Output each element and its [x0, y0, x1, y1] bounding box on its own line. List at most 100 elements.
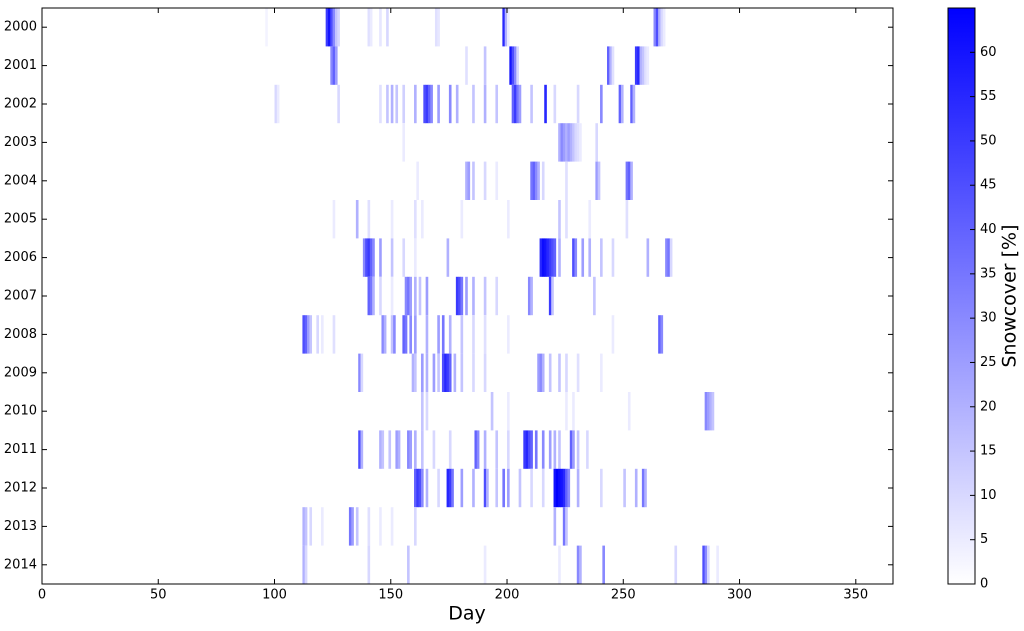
heat-cell — [569, 430, 573, 469]
heat-cell — [425, 276, 429, 316]
heat-cell — [544, 84, 547, 124]
heat-cell — [460, 353, 464, 392]
y-tick-label: 2010 — [4, 404, 37, 419]
heat-cell — [369, 238, 373, 277]
heat-cell — [472, 276, 475, 316]
heat-cell — [425, 392, 429, 431]
heat-cell — [539, 238, 543, 277]
heat-cell — [709, 392, 712, 431]
heat-cell — [437, 353, 440, 392]
heat-cell — [381, 315, 385, 354]
heatmap-cells — [265, 8, 719, 584]
heat-cell — [414, 84, 417, 124]
heat-cell — [348, 507, 352, 546]
x-axis-title: Day — [448, 603, 486, 625]
heat-cell — [360, 430, 364, 469]
heat-cell — [507, 430, 510, 469]
heat-cell — [555, 468, 559, 508]
heat-cell — [565, 392, 568, 431]
heat-cell — [572, 238, 575, 277]
heat-cell — [386, 8, 389, 47]
heat-cell — [534, 161, 538, 200]
heat-cell — [483, 353, 487, 392]
heat-cell — [507, 8, 510, 47]
heat-cell — [386, 84, 389, 124]
heat-cell — [637, 46, 640, 85]
heat-cell — [407, 430, 410, 469]
heat-cell — [414, 468, 417, 508]
heat-cell — [618, 84, 622, 124]
heat-cell — [516, 46, 519, 85]
heat-cell — [565, 353, 568, 392]
heat-cell — [625, 161, 629, 200]
heat-cell — [504, 8, 508, 47]
heat-cell — [420, 200, 424, 239]
heat-cell — [516, 84, 519, 124]
heat-cell — [420, 430, 424, 469]
heat-cell — [372, 276, 375, 316]
heat-cell — [302, 545, 306, 584]
heat-cell — [655, 8, 659, 47]
heat-cell — [404, 276, 408, 316]
heat-cell — [483, 84, 487, 124]
heat-cell — [474, 430, 478, 469]
heat-cell — [641, 468, 645, 508]
y-tick-label: 2011 — [4, 442, 37, 457]
heat-cell — [414, 430, 417, 469]
heat-cell — [518, 468, 522, 508]
y-tick-label: 2014 — [4, 557, 37, 572]
heat-cell — [388, 430, 392, 469]
heat-cell — [453, 353, 457, 392]
heat-cell — [379, 8, 382, 47]
heat-cell — [600, 468, 603, 508]
heat-cell — [409, 276, 412, 316]
heat-cell — [514, 46, 517, 85]
heat-cell — [553, 238, 557, 277]
heat-cell — [483, 46, 487, 85]
heat-cell — [630, 84, 633, 124]
heat-cell — [514, 84, 517, 124]
y-tick-label: 2004 — [4, 173, 37, 188]
heat-cell — [565, 200, 568, 239]
heat-cell — [390, 315, 394, 354]
heat-cell — [302, 507, 306, 546]
heat-cell — [416, 468, 419, 508]
heat-cell — [572, 430, 575, 469]
heat-cell — [397, 430, 401, 469]
heat-cell — [548, 353, 552, 392]
heat-cell — [355, 200, 359, 239]
heat-cell — [390, 200, 394, 239]
heat-cell — [620, 84, 624, 124]
heat-cell — [483, 315, 487, 354]
heat-cell — [576, 468, 580, 508]
heat-cell — [530, 84, 533, 124]
heat-cell — [644, 46, 647, 85]
heat-cell — [434, 8, 438, 47]
heat-cell — [669, 238, 673, 277]
heat-cell — [600, 84, 603, 124]
y-tick-label: 2012 — [4, 481, 37, 496]
heat-cell — [667, 238, 671, 277]
heat-cell — [597, 161, 601, 200]
heat-cell — [609, 46, 612, 85]
heat-cell — [644, 468, 647, 508]
heat-cell — [527, 276, 531, 316]
heat-cell — [593, 276, 596, 316]
heat-cell — [390, 507, 394, 546]
heat-cell — [574, 123, 578, 162]
heat-cell — [558, 468, 561, 508]
heat-cell — [588, 200, 592, 239]
heat-cell — [437, 468, 440, 508]
heat-cell — [402, 123, 406, 162]
colorbar-title: Snowcover [%] — [999, 224, 1021, 367]
heat-cell — [600, 238, 603, 277]
y-tick-label: 2005 — [4, 212, 37, 227]
colorbar-tick-label: 5 — [980, 532, 988, 547]
y-tick-label: 2000 — [4, 20, 37, 35]
heat-cell — [369, 276, 373, 316]
heat-cell — [379, 507, 382, 546]
heat-cell — [437, 8, 440, 47]
heat-cell — [414, 238, 417, 277]
heat-cell — [711, 392, 715, 431]
heat-cell — [416, 161, 419, 200]
